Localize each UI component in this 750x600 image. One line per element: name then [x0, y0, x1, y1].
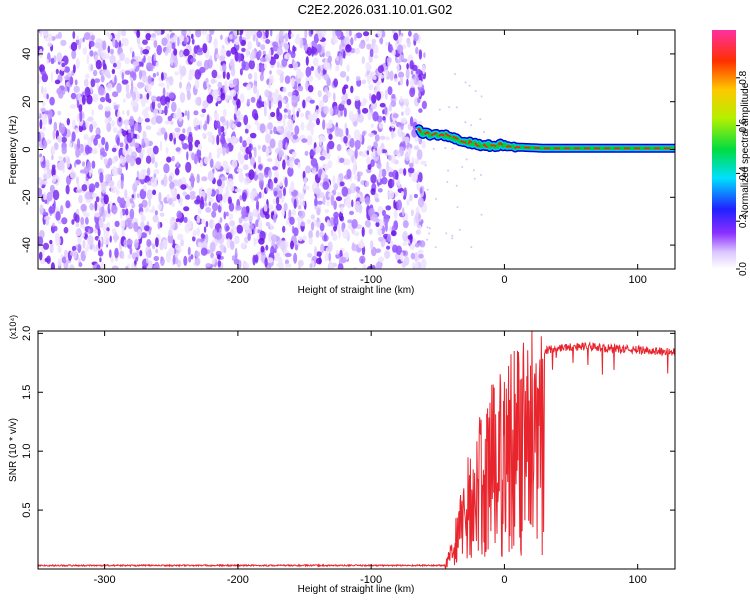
spectrogram-x-axis-label: Height of straight line (km): [298, 285, 415, 296]
x-tick-label: 0: [501, 574, 507, 586]
y-tick-label: 20: [21, 96, 33, 108]
figure-title: C2E2.2026.031.10.01.G02: [298, 2, 453, 17]
colorbar-tick-label: 0.6: [738, 118, 749, 132]
x-tick-label: 100: [629, 274, 647, 286]
spectrogram-x-ticks: -300 -200 -100 0 100: [94, 30, 647, 286]
snr-y-ticks: 0.5 1.0 1.5 2.0: [21, 326, 675, 518]
y-tick-label: 1.5: [21, 385, 33, 400]
colorbar-tick-label: 0.4: [738, 166, 749, 180]
snr-line: [38, 331, 675, 569]
colorbar-label: Normalized spectral amplitude: [740, 82, 750, 217]
colorbar-ticks: 0.0 0.2 0.4 0.6 0.8: [736, 70, 749, 276]
y-tick-label: -40: [21, 237, 33, 253]
spectrogram-y-ticks: -40 -20 0 20 40: [21, 48, 675, 253]
y-tick-label: 40: [21, 48, 33, 60]
colorbar-tick-label: 0.2: [738, 214, 749, 228]
snr-series-line: [38, 331, 675, 569]
y-tick-label: 0.5: [21, 502, 33, 517]
colorbar: 0.0 0.2 0.4 0.6 0.8 Normalized spectral ampl…: [712, 30, 750, 276]
colorbar-tick-label: 0.8: [738, 70, 749, 84]
y-tick-label: 2.0: [21, 326, 33, 341]
snr-multiplier-label: (x10⁴): [8, 315, 18, 339]
x-tick-label: 100: [629, 574, 647, 586]
y-tick-label: 0: [21, 146, 33, 152]
snr-x-ticks: -300 -200 -100 0 100: [94, 331, 647, 586]
colorbar-gradient: [712, 30, 736, 269]
snr-panel: -300 -200 -100 0 100 0.5 1.0 1.5 2.0 Height of …: [8, 315, 676, 595]
x-tick-label: 0: [501, 274, 507, 286]
x-tick-label: -100: [360, 574, 382, 586]
snr-frame: [37, 330, 676, 570]
x-tick-label: -200: [227, 574, 249, 586]
x-tick-label: -100: [360, 274, 382, 286]
x-tick-label: -300: [94, 274, 116, 286]
y-tick-label: -20: [21, 189, 33, 205]
spectrogram-y-axis-label: Frequency (Hz): [8, 116, 19, 185]
colorbar-tick-label: 0.0: [738, 262, 749, 276]
x-tick-label: -200: [227, 274, 249, 286]
signal-ridge: [414, 124, 675, 153]
snr-y-axis-label: SNR (10 * v/v): [8, 418, 19, 482]
x-tick-label: -300: [94, 574, 116, 586]
y-tick-label: 1.0: [21, 444, 33, 459]
snr-x-axis-label: Height of straight line (km): [298, 584, 415, 595]
